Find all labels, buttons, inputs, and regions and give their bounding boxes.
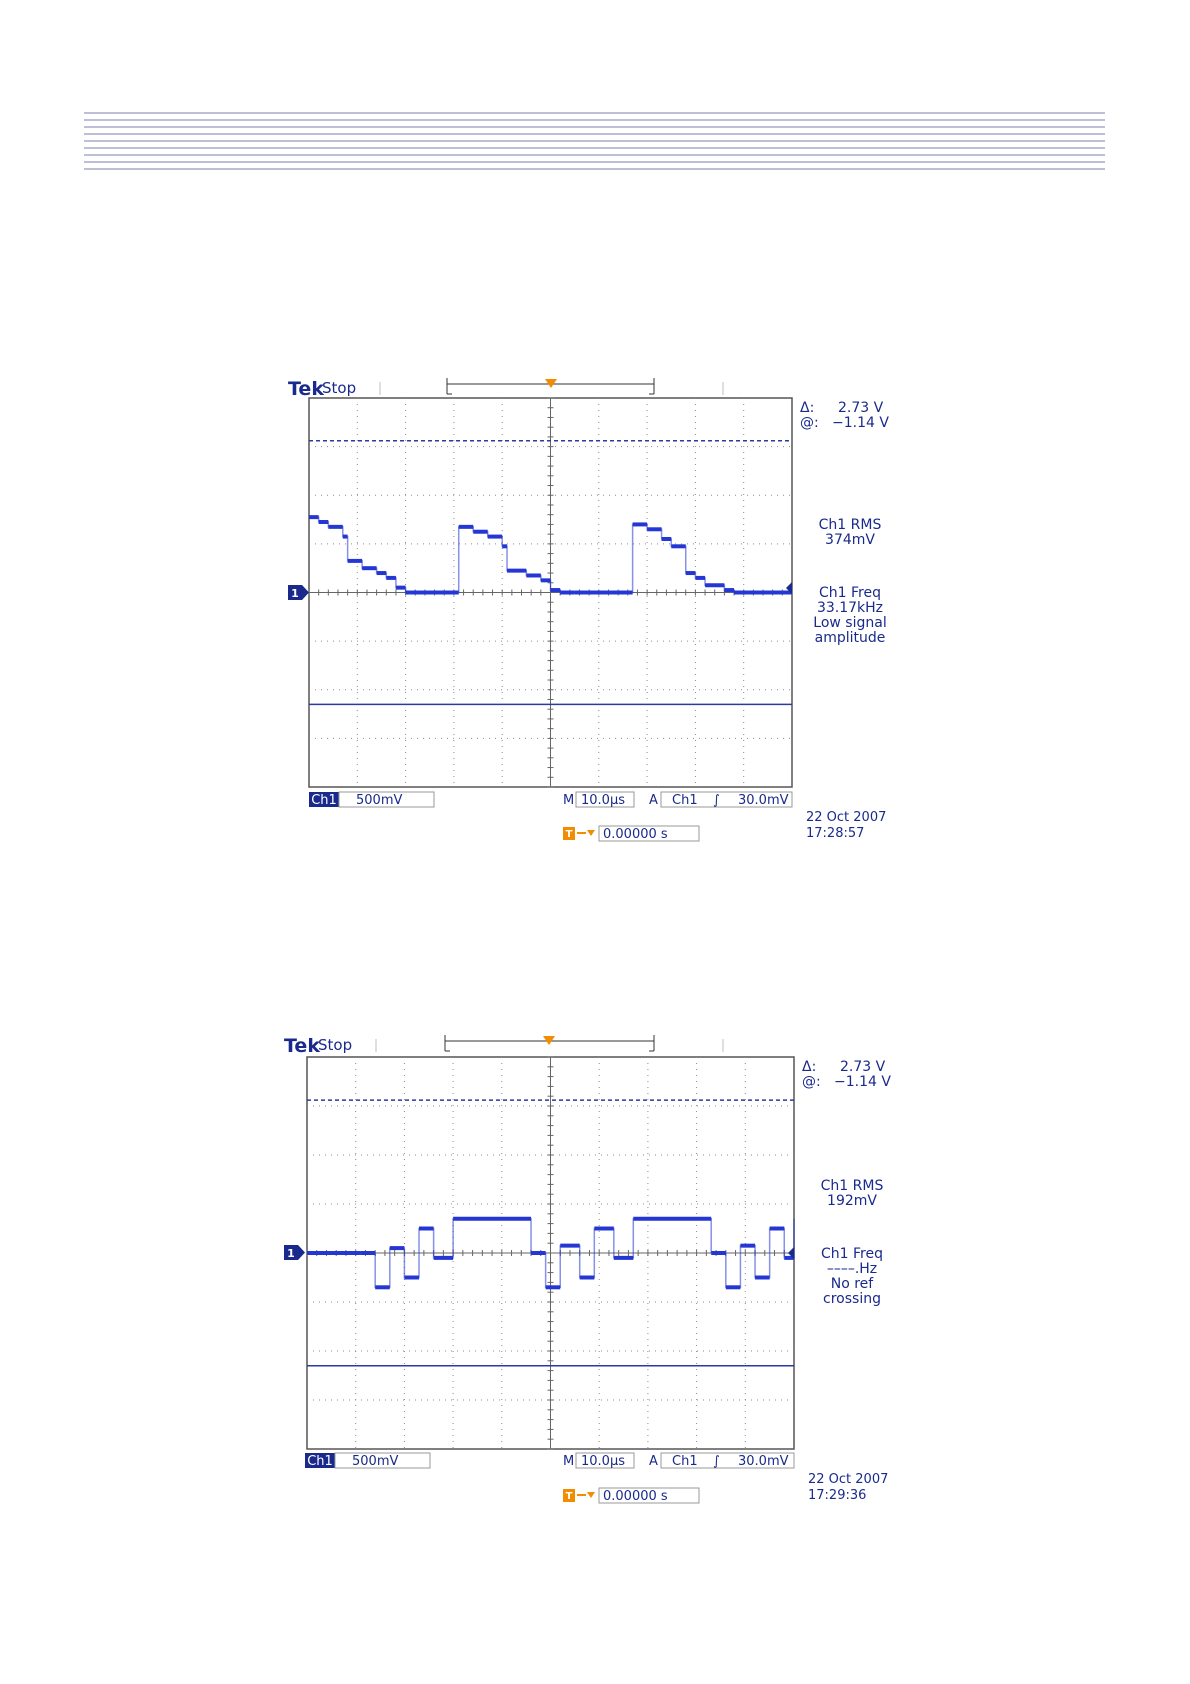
tek-brand: Tek <box>288 378 324 400</box>
trigger-slope: ∫ <box>713 1454 720 1469</box>
waveform-transitions <box>307 1217 795 1289</box>
timebase-box <box>575 791 635 808</box>
trigger-position-box <box>598 825 700 842</box>
record-view-bar <box>444 1035 655 1052</box>
volts-div-box <box>334 1452 431 1469</box>
trigger-level-arrow <box>786 582 792 594</box>
acq-state: Stop <box>318 1036 352 1054</box>
waveform-trace <box>309 515 792 595</box>
trigger-position-icon: T <box>542 1036 556 1078</box>
volts-per-div: 500mV <box>352 1454 398 1469</box>
meas1-value: 374mV <box>825 532 875 548</box>
graticule-grid <box>306 1056 795 1450</box>
trigger-position-readout-icon: T <box>563 1489 595 1502</box>
trigger-position-icon: T <box>544 379 558 419</box>
meas2-value: ––––.Hz <box>827 1261 877 1277</box>
at-value: −1.14 V <box>834 1074 891 1090</box>
at-label: @: <box>800 415 819 431</box>
trigger-marker-label: T <box>547 406 555 419</box>
channel-1-ground-marker: 1 <box>288 585 309 600</box>
ch1-badge <box>309 792 339 807</box>
trigger-level: 30.0mV <box>738 1454 789 1469</box>
cursor-lines <box>309 440 792 706</box>
timebase-box <box>575 1452 635 1469</box>
trigger-source: Ch1 <box>672 1454 698 1469</box>
trigger-icon-label: T <box>566 829 573 840</box>
meas2-label: Ch1 Freq <box>821 1246 883 1262</box>
meas2-note-2: amplitude <box>815 630 886 646</box>
meas2-note-1: No ref <box>831 1276 875 1292</box>
waveform-transitions <box>309 516 792 594</box>
ch1-badge <box>305 1453 335 1468</box>
channel-1-ground-marker: 1 <box>284 1245 305 1260</box>
trigger-icon-label: T <box>566 1491 573 1502</box>
trigger-source: Ch1 <box>672 793 698 808</box>
at-value: −1.14 V <box>832 415 889 431</box>
graticule-frame <box>308 397 793 788</box>
trigger-box <box>660 1452 795 1469</box>
capture-time: 17:28:57 <box>806 826 864 841</box>
channel-marker-label: 1 <box>291 587 299 600</box>
volts-per-div: 500mV <box>356 793 402 808</box>
ch1-label: Ch1 <box>307 1454 333 1469</box>
meas1-label: Ch1 RMS <box>819 517 882 533</box>
trigger-position-value: 0.00000 s <box>603 827 668 842</box>
graticule-grid <box>308 397 793 788</box>
trigger-position-readout-icon: T <box>563 827 595 840</box>
meas2-note-2: crossing <box>823 1291 881 1307</box>
delta-label: Δ: <box>802 1059 816 1075</box>
trigger-slope: ∫ <box>713 793 720 808</box>
capture-date: 22 Oct 2007 <box>806 810 886 825</box>
trigger-box <box>660 791 793 808</box>
trigger-level: 30.0mV <box>738 793 789 808</box>
timebase-label: M <box>563 793 574 808</box>
time-per-div: 10.0µs <box>581 1454 625 1469</box>
meas1-value: 192mV <box>827 1193 877 1209</box>
graticule-frame <box>306 1056 795 1450</box>
header-rule <box>84 112 1105 170</box>
delta-label: Δ: <box>800 400 814 416</box>
acq-state: Stop <box>322 379 356 397</box>
meas2-value: 33.17kHz <box>817 600 883 616</box>
trigger-mode-label: A <box>649 793 658 808</box>
trigger-position-value: 0.00000 s <box>603 1489 668 1504</box>
record-view-bar <box>446 378 655 395</box>
timebase-label: M <box>563 1454 574 1469</box>
ch1-label: Ch1 <box>311 793 337 808</box>
meas2-label: Ch1 Freq <box>819 585 881 601</box>
channel-marker-label: 1 <box>287 1247 295 1260</box>
volts-div-box <box>338 791 435 808</box>
waveform-trace <box>307 1216 795 1290</box>
trigger-mode-label: A <box>649 1454 658 1469</box>
cursor-lines <box>307 1099 794 1367</box>
at-label: @: <box>802 1074 821 1090</box>
capture-date: 22 Oct 2007 <box>808 1472 888 1487</box>
time-per-div: 10.0µs <box>581 793 625 808</box>
meas2-note-1: Low signal <box>813 615 886 631</box>
trigger-marker-label: T <box>545 1065 553 1078</box>
capture-time: 17:29:36 <box>808 1488 866 1503</box>
meas1-label: Ch1 RMS <box>821 1178 884 1194</box>
tek-brand: Tek <box>284 1035 320 1057</box>
trigger-level-arrow <box>788 1247 794 1259</box>
trigger-position-box <box>598 1487 700 1504</box>
delta-value: 2.73 V <box>838 400 884 416</box>
delta-value: 2.73 V <box>840 1059 886 1075</box>
